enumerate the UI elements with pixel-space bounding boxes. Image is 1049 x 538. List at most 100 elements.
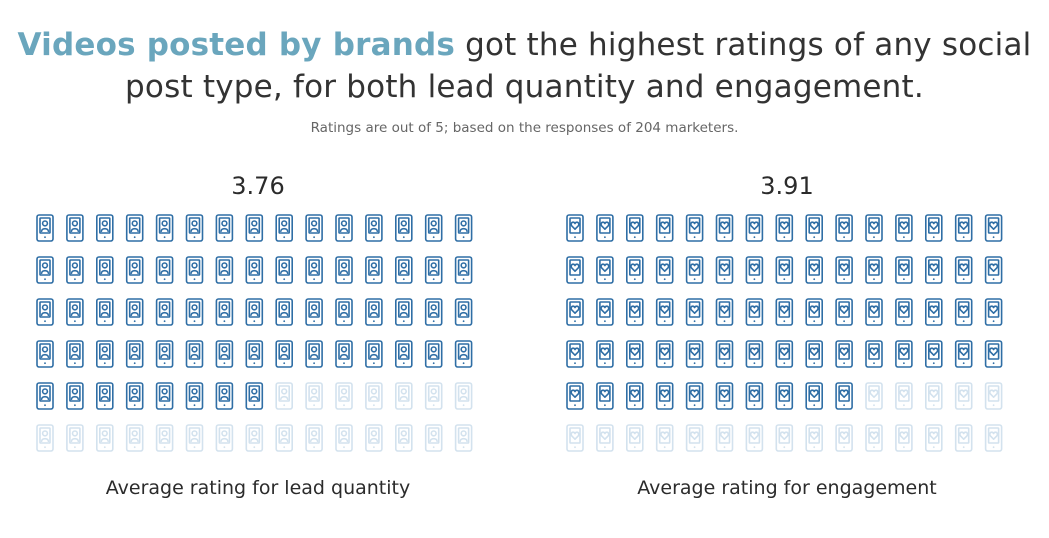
phone-user-icon bbox=[365, 340, 383, 368]
headline-rest: got the highest ratings of any social po… bbox=[125, 27, 1032, 105]
phone-heart-icon bbox=[596, 340, 614, 368]
phone-heart-icon bbox=[596, 256, 614, 284]
phone-heart-icon bbox=[745, 214, 764, 242]
phone-user-icon bbox=[36, 424, 54, 452]
phone-user-icon bbox=[335, 340, 353, 368]
phone-heart-icon bbox=[566, 256, 584, 284]
phone-user-icon bbox=[125, 256, 144, 284]
engagement-label: Average rating for engagement bbox=[637, 477, 937, 499]
phone-user-icon bbox=[215, 256, 234, 284]
phone-heart-icon bbox=[745, 340, 764, 368]
phone-heart-icon bbox=[625, 256, 644, 284]
phone-heart-icon bbox=[775, 214, 794, 242]
phone-user-icon bbox=[95, 298, 114, 326]
phone-heart-icon bbox=[596, 214, 614, 242]
phone-heart-icon bbox=[895, 256, 913, 284]
phone-heart-icon bbox=[685, 256, 704, 284]
subtitle: Ratings are out of 5; based on the respo… bbox=[310, 120, 739, 136]
phone-user-icon bbox=[275, 298, 293, 326]
phone-heart-icon bbox=[655, 340, 674, 368]
phone-user-icon bbox=[394, 340, 413, 368]
phone-heart-icon bbox=[685, 424, 704, 452]
phone-user-icon bbox=[454, 340, 473, 368]
phone-heart-icon bbox=[924, 214, 943, 242]
phone-user-icon bbox=[394, 256, 413, 284]
phone-user-icon bbox=[454, 382, 473, 410]
phone-heart-icon bbox=[924, 340, 943, 368]
phone-user-icon bbox=[424, 382, 443, 410]
phone-heart-icon bbox=[566, 340, 584, 368]
phone-heart-icon bbox=[775, 340, 794, 368]
phone-user-icon bbox=[125, 214, 144, 242]
phone-heart-icon bbox=[805, 256, 823, 284]
phone-user-icon bbox=[66, 256, 84, 284]
phone-heart-icon bbox=[775, 382, 794, 410]
phone-user-icon bbox=[394, 382, 413, 410]
headline: Videos posted by brands got the highest … bbox=[0, 24, 1049, 108]
phone-user-icon bbox=[155, 424, 174, 452]
phone-user-icon bbox=[335, 382, 353, 410]
phone-user-icon bbox=[155, 256, 174, 284]
phone-user-icon bbox=[215, 382, 234, 410]
phone-heart-icon bbox=[954, 382, 973, 410]
phone-user-icon bbox=[365, 298, 383, 326]
phone-user-icon bbox=[275, 256, 293, 284]
phone-heart-icon bbox=[984, 424, 1003, 452]
phone-heart-icon bbox=[954, 256, 973, 284]
phone-heart-icon bbox=[895, 340, 913, 368]
phone-heart-icon bbox=[745, 298, 764, 326]
headline-highlight: Videos posted by brands bbox=[17, 27, 456, 63]
phone-heart-icon bbox=[685, 214, 704, 242]
phone-user-icon bbox=[305, 424, 323, 452]
phone-user-icon bbox=[66, 382, 84, 410]
phone-heart-icon bbox=[625, 382, 644, 410]
phone-heart-icon bbox=[835, 256, 853, 284]
phone-heart-icon bbox=[805, 298, 823, 326]
phone-user-icon bbox=[36, 298, 54, 326]
phone-heart-icon bbox=[865, 256, 883, 284]
phone-heart-icon bbox=[865, 382, 883, 410]
phone-user-icon bbox=[95, 424, 114, 452]
phone-user-icon bbox=[335, 214, 353, 242]
phone-user-icon bbox=[155, 214, 174, 242]
phone-heart-icon bbox=[835, 298, 853, 326]
phone-user-icon bbox=[66, 340, 84, 368]
phone-heart-icon bbox=[655, 214, 674, 242]
phone-heart-icon bbox=[625, 214, 644, 242]
phone-heart-icon bbox=[625, 298, 644, 326]
phone-user-icon bbox=[275, 382, 293, 410]
phone-user-icon bbox=[215, 298, 234, 326]
phone-user-icon bbox=[95, 340, 114, 368]
phone-heart-icon bbox=[715, 256, 734, 284]
phone-heart-icon bbox=[835, 340, 853, 368]
phone-heart-icon bbox=[685, 382, 704, 410]
phone-user-icon bbox=[454, 298, 473, 326]
phone-user-icon bbox=[365, 256, 383, 284]
phone-heart-icon bbox=[954, 424, 973, 452]
phone-heart-icon bbox=[835, 382, 853, 410]
phone-heart-icon bbox=[805, 340, 823, 368]
phone-heart-icon bbox=[895, 424, 913, 452]
phone-user-icon bbox=[394, 214, 413, 242]
phone-heart-icon bbox=[954, 298, 973, 326]
phone-user-icon bbox=[155, 382, 174, 410]
phone-heart-icon bbox=[924, 382, 943, 410]
phone-heart-icon bbox=[715, 382, 734, 410]
phone-user-icon bbox=[365, 424, 383, 452]
phone-heart-icon bbox=[895, 298, 913, 326]
phone-heart-icon bbox=[924, 256, 943, 284]
phone-user-icon bbox=[66, 424, 84, 452]
phone-user-icon bbox=[245, 340, 264, 368]
phone-user-icon bbox=[424, 424, 443, 452]
phone-heart-icon bbox=[715, 424, 734, 452]
phone-heart-icon bbox=[566, 424, 584, 452]
phone-user-icon bbox=[95, 214, 114, 242]
phone-heart-icon bbox=[984, 382, 1003, 410]
phone-heart-icon bbox=[745, 424, 764, 452]
phone-user-icon bbox=[394, 424, 413, 452]
phone-user-icon bbox=[335, 424, 353, 452]
phone-user-icon bbox=[305, 214, 323, 242]
phone-user-icon bbox=[95, 256, 114, 284]
phone-heart-icon bbox=[954, 214, 973, 242]
phone-user-icon bbox=[424, 298, 443, 326]
